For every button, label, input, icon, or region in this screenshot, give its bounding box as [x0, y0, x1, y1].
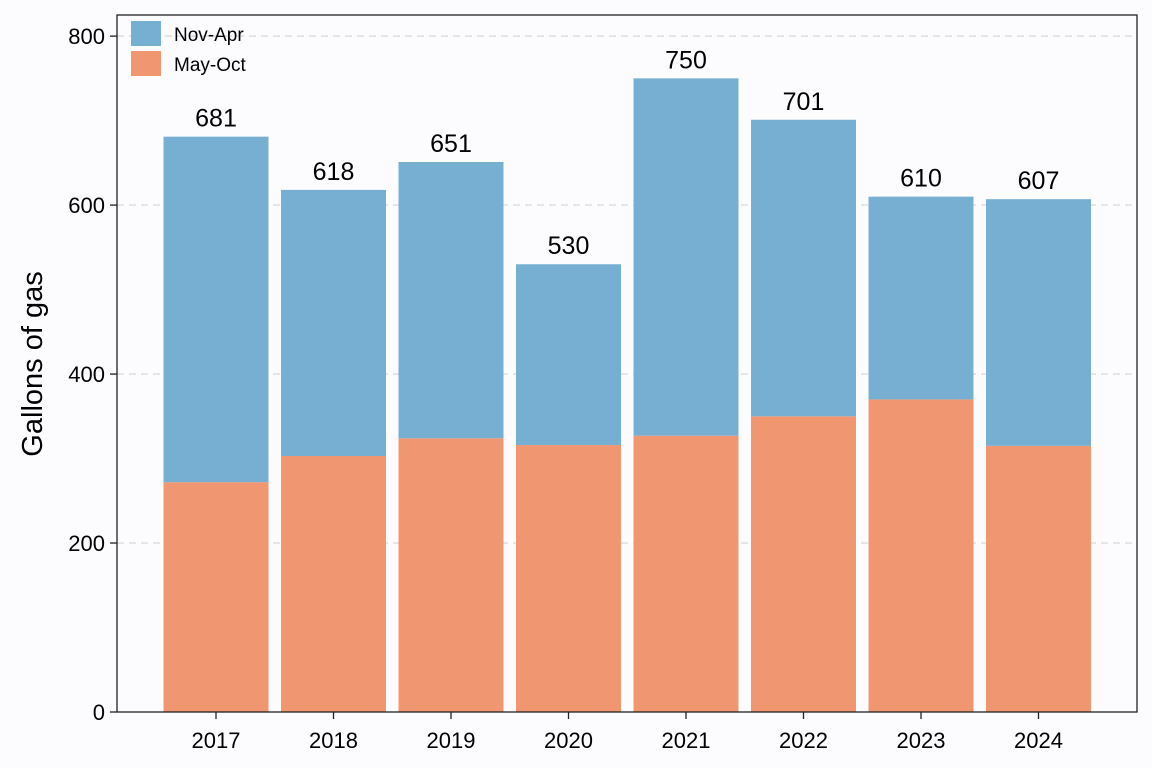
bar-nov-apr-2023 — [868, 196, 974, 400]
bar-nov-apr-2018 — [281, 189, 386, 457]
y-axis: 0 200 400 600 800 — [68, 24, 117, 725]
bars — [163, 78, 1091, 712]
bar-nov-apr-2020 — [516, 264, 621, 446]
total-label-2020: 530 — [548, 232, 590, 260]
total-label-2019: 651 — [430, 130, 472, 158]
bar-nov-apr-2022 — [751, 119, 856, 417]
total-labels: 681 618 651 530 750 701 610 607 — [195, 46, 1059, 260]
x-tick-label: 2019 — [427, 728, 476, 753]
legend-swatch-nov-apr — [131, 21, 161, 46]
total-label-2017: 681 — [195, 105, 237, 133]
total-label-2022: 701 — [783, 88, 825, 116]
bar-may-oct-2023 — [868, 399, 974, 712]
legend-label-may-oct: May-Oct — [174, 55, 247, 76]
bar-nov-apr-2019 — [398, 162, 504, 439]
legend-swatch-may-oct — [131, 51, 161, 76]
total-label-2018: 618 — [313, 158, 355, 186]
x-tick-label: 2017 — [192, 728, 241, 753]
bar-may-oct-2020 — [516, 445, 621, 712]
y-axis-title: Gallons of gas — [17, 271, 49, 456]
bar-may-oct-2021 — [633, 435, 739, 712]
total-label-2021: 750 — [665, 46, 707, 74]
x-axis: 2017 2018 2019 2020 2021 2022 2023 2024 — [192, 712, 1063, 753]
bar-may-oct-2022 — [751, 416, 856, 712]
plot-border — [116, 14, 1138, 713]
bar-nov-apr-2021 — [633, 78, 739, 436]
bar-nov-apr-2024 — [986, 199, 1091, 446]
bar-may-oct-2019 — [398, 438, 504, 712]
legend-label-nov-apr: Nov-Apr — [174, 25, 244, 46]
y-tick-label: 800 — [68, 24, 105, 49]
x-tick-label: 2024 — [1014, 728, 1063, 753]
total-label-2024: 607 — [1018, 167, 1060, 195]
x-tick-label: 2023 — [897, 728, 946, 753]
y-tick-label: 600 — [68, 193, 105, 218]
y-tick-label: 0 — [93, 700, 105, 725]
x-tick-label: 2021 — [662, 728, 711, 753]
y-tick-label: 400 — [68, 362, 105, 387]
y-tick-label: 200 — [68, 531, 105, 556]
total-label-2023: 610 — [900, 165, 942, 193]
x-tick-label: 2020 — [544, 728, 593, 753]
legend: Nov-Apr May-Oct — [131, 21, 247, 76]
bar-may-oct-2024 — [986, 445, 1091, 712]
x-tick-label: 2018 — [309, 728, 358, 753]
bar-nov-apr-2017 — [163, 136, 269, 483]
bar-may-oct-2017 — [163, 482, 269, 712]
bar-may-oct-2018 — [281, 456, 386, 712]
plot-background — [117, 15, 1137, 712]
x-tick-label: 2022 — [779, 728, 828, 753]
